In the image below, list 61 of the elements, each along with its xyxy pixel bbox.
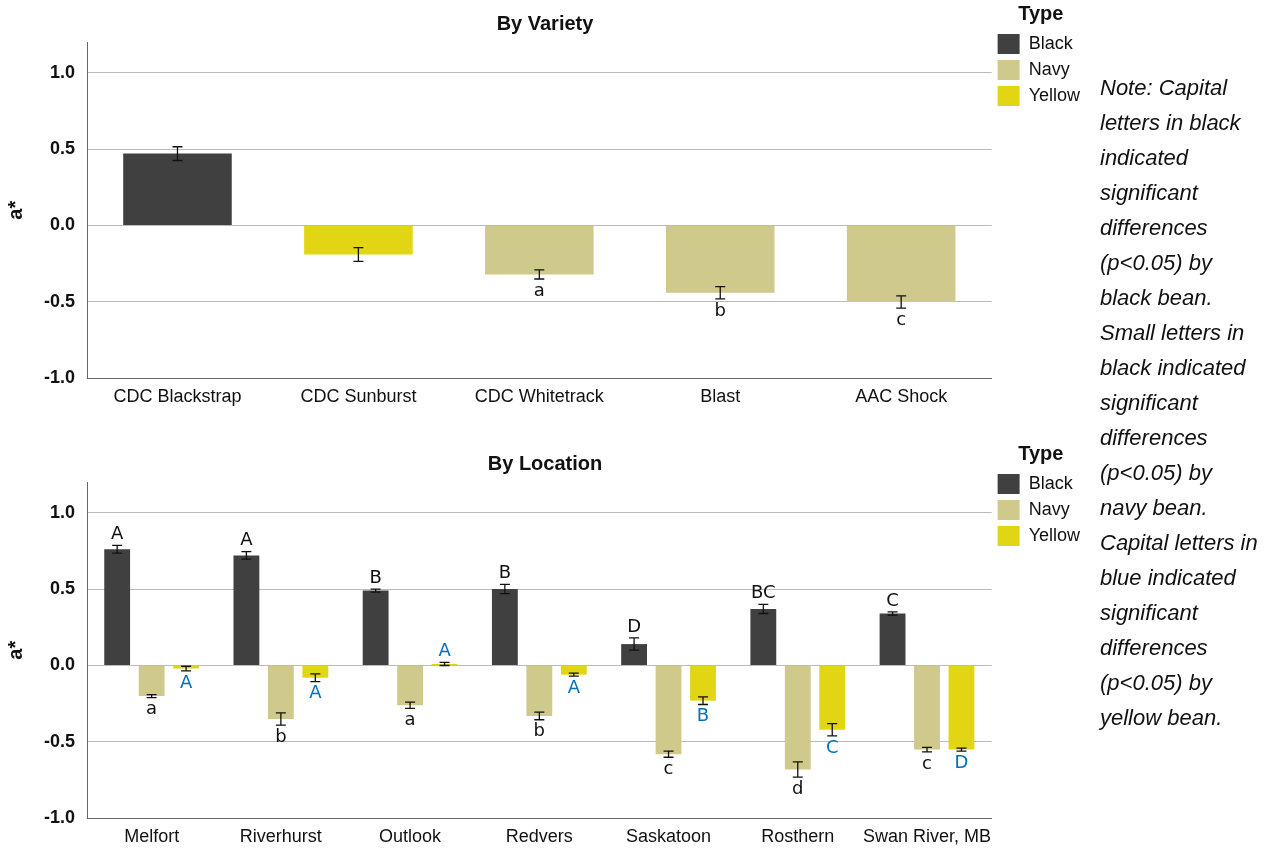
y-tick-label: 0.5 xyxy=(49,578,76,599)
chart-title: By Variety xyxy=(496,11,595,34)
y-tick-label: 1.0 xyxy=(49,501,76,522)
legend-label: Yellow xyxy=(1028,524,1081,545)
y-tick-label: 0.0 xyxy=(49,654,76,675)
data-label: A xyxy=(567,675,581,697)
y-tick-label: -0.5 xyxy=(43,730,76,751)
legend-title: Type xyxy=(1018,1,1064,24)
x-tick-label: CDC Whitetrack xyxy=(474,386,605,407)
legend-title: Type xyxy=(1018,441,1064,464)
data-label: a xyxy=(533,278,545,300)
y-tick-label: -0.5 xyxy=(43,290,76,311)
text: Capital letters in blue indicated significant differences (p<0.05) by yellow bean. xyxy=(1100,529,1259,732)
y-axis-title: a* xyxy=(3,640,26,660)
x-tick-label: CDC Sunburst xyxy=(300,386,417,407)
x-tick-label: Outlook xyxy=(379,826,443,847)
data-label: c xyxy=(896,307,907,329)
data-label: B xyxy=(369,565,382,587)
data-label: C xyxy=(886,588,899,610)
x-tick-label: CDC Blackstrap xyxy=(113,386,242,407)
y-tick-label: -1.0 xyxy=(43,367,76,388)
chart-title: By Location xyxy=(487,451,603,474)
legend-label: Black xyxy=(1028,32,1074,53)
data-label: b xyxy=(533,719,546,741)
y-tick-label: -1.0 xyxy=(43,807,76,828)
data-label: a xyxy=(404,707,416,729)
legend-label: Yellow xyxy=(1028,84,1081,105)
data-label: b xyxy=(714,298,726,320)
x-tick-label: Blast xyxy=(700,386,741,407)
y-axis-title: a* xyxy=(3,200,26,220)
x-tick-label: AAC Shock xyxy=(855,386,949,407)
data-label: b xyxy=(275,724,287,746)
data-label: A xyxy=(111,522,125,544)
data-label: c xyxy=(663,756,674,778)
data-label: d xyxy=(792,776,804,798)
data-label: A xyxy=(179,670,193,692)
x-tick-label: Swan River, MB xyxy=(862,826,992,847)
y-tick-label: 0.0 xyxy=(49,214,76,235)
text: Small letters in black indicated significant differences (p<0.05) by navy bean. xyxy=(1100,319,1247,522)
y-tick-label: 0.5 xyxy=(49,138,76,159)
data-label: A xyxy=(438,639,452,661)
text: Note: Capital letters in black indicated significant differences (p<0.05) by black bean. xyxy=(1100,74,1242,312)
data-label: A xyxy=(309,681,323,703)
x-tick-label: Saskatoon xyxy=(626,826,712,847)
x-tick-label: Redvers xyxy=(505,826,573,847)
x-tick-label: Riverhurst xyxy=(239,826,322,847)
legend-label: Navy xyxy=(1028,58,1070,79)
data-label: D xyxy=(954,750,969,772)
data-label: A xyxy=(240,528,254,550)
y-tick-label: 1.0 xyxy=(49,61,76,82)
x-tick-label: Melfort xyxy=(124,826,180,847)
legend-label: Navy xyxy=(1028,498,1070,519)
data-label: B xyxy=(498,561,512,583)
data-label: B xyxy=(696,704,710,726)
data-label: a xyxy=(146,697,158,719)
x-tick-label: Rosthern xyxy=(761,826,835,847)
data-label: D xyxy=(627,614,642,636)
data-label: BC xyxy=(751,581,776,602)
data-label: c xyxy=(922,751,932,773)
data-label: C xyxy=(825,735,839,757)
legend-label: Black xyxy=(1028,472,1074,493)
